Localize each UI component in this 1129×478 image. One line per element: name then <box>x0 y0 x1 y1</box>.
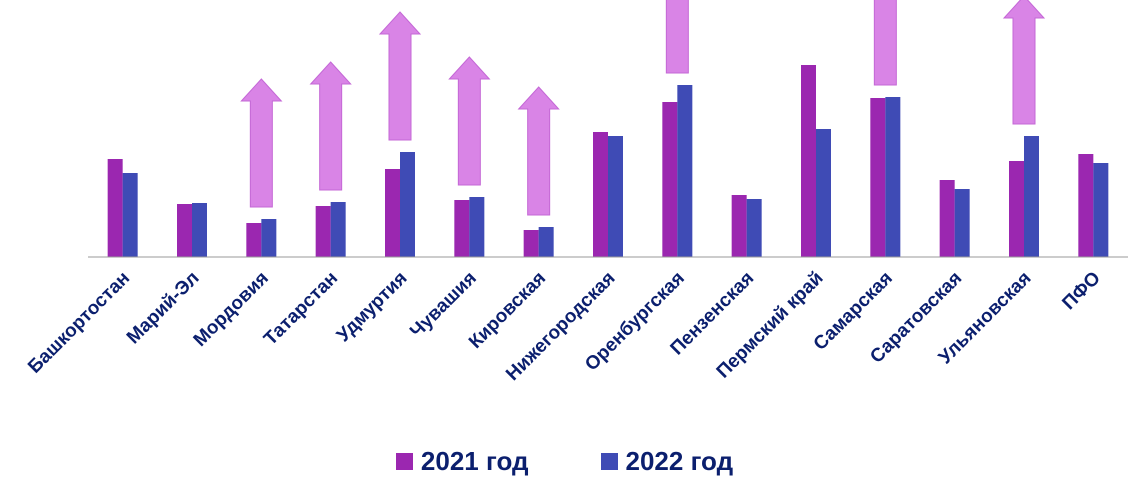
bar-2022-cat-3 <box>330 202 346 257</box>
increase-arrow-cat-11 <box>873 0 897 86</box>
bar-2021-cat-13 <box>1009 161 1024 257</box>
bar-2022-cat-0 <box>122 173 138 257</box>
bar-2021-cat-1 <box>177 204 192 257</box>
bar-2021-cat-2 <box>246 223 262 257</box>
increase-arrow-cat-2 <box>240 78 283 208</box>
legend-label-2022: 2022 год <box>625 446 734 476</box>
increase-arrow-cat-8 <box>665 0 689 74</box>
x-tick-label: ПФО <box>1058 268 1104 314</box>
bar-2022-cat-7 <box>608 136 623 257</box>
increase-arrows <box>240 0 1046 216</box>
bar-2021-cat-5 <box>454 200 470 257</box>
bar-2022-cat-9 <box>746 199 762 257</box>
bar-2022-cat-11 <box>885 97 901 257</box>
increase-arrow-cat-3 <box>309 61 352 191</box>
bar-2022-cat-2 <box>261 219 277 257</box>
bar-2021-cat-6 <box>523 230 539 257</box>
x-tick-labels: БашкортостанМарий-ЭлМордовияТатарстанУдм… <box>24 268 1105 385</box>
bar-2021-cat-7 <box>593 132 608 257</box>
bar-2021-cat-3 <box>315 206 331 257</box>
bar-2021-cat-11 <box>870 98 886 257</box>
bar-2021-cat-14 <box>1078 154 1094 257</box>
bar-2022-cat-13 <box>1024 136 1039 257</box>
legend-item-2021: 2021 год <box>395 446 529 476</box>
bar-2022-cat-1 <box>192 203 207 257</box>
bar-2022-cat-14 <box>1093 163 1109 257</box>
x-tick-label: Татарстан <box>260 268 342 350</box>
increase-arrow-cat-4 <box>378 11 422 141</box>
bar-2021-cat-4 <box>385 169 400 257</box>
bar-chart: БашкортостанМарий-ЭлМордовияТатарстанУдм… <box>24 0 1128 385</box>
bars <box>107 65 1109 257</box>
legend: 2021 год 2022 год <box>0 446 1129 476</box>
bar-2022-cat-6 <box>538 227 554 257</box>
bar-2021-cat-9 <box>731 195 747 257</box>
bar-2021-cat-8 <box>662 102 678 257</box>
legend-swatch-2022 <box>600 452 618 470</box>
legend-swatch-2021 <box>395 452 413 470</box>
bar-2021-cat-12 <box>939 180 955 257</box>
bar-2022-cat-8 <box>677 85 693 257</box>
increase-arrow-cat-5 <box>448 56 491 186</box>
bar-2021-cat-10 <box>801 65 816 257</box>
bar-2022-cat-12 <box>954 189 970 257</box>
x-tick-label: Башкортостан <box>24 268 134 378</box>
x-tick-label: Чувашия <box>406 268 481 343</box>
legend-item-2022: 2022 год <box>600 446 734 476</box>
x-tick-label: Мордовия <box>190 268 273 351</box>
bar-2022-cat-4 <box>400 152 415 257</box>
legend-label-2021: 2021 год <box>420 446 529 476</box>
increase-arrow-cat-13 <box>1002 0 1046 125</box>
bar-2022-cat-10 <box>816 129 831 257</box>
increase-arrow-cat-6 <box>517 86 560 216</box>
bar-2022-cat-5 <box>469 197 485 257</box>
bar-2021-cat-0 <box>107 159 123 257</box>
x-tick-label: Удмуртия <box>333 268 412 347</box>
